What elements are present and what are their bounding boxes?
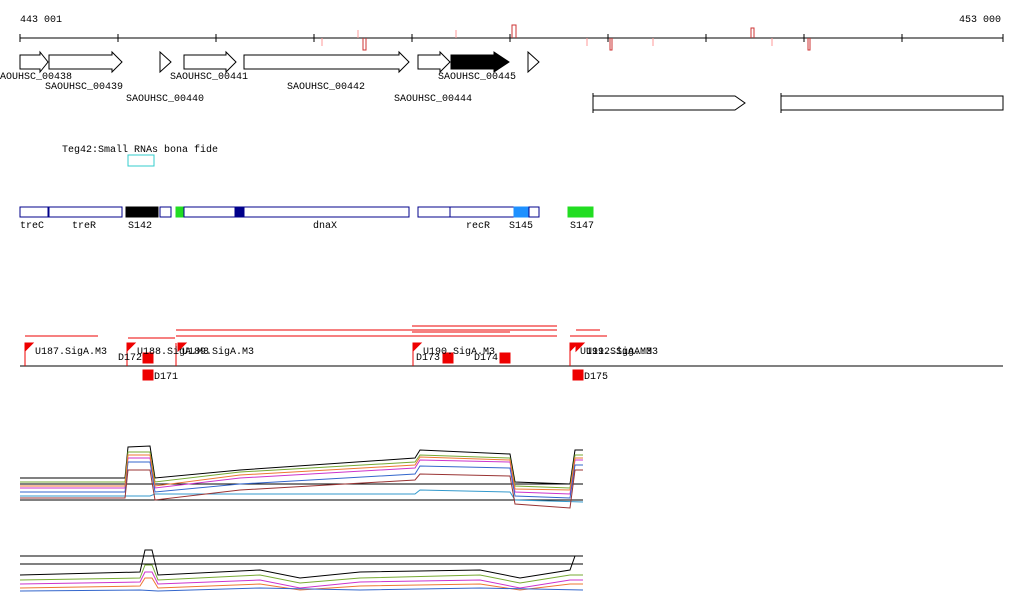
axis-start: 443 001 [20,15,62,26]
feature-boxes [19,206,594,218]
promoter-label: U190.SigA.M3 [423,346,495,358]
promoter-label: D173 [416,353,440,364]
axis-end: 453 000 [959,15,1001,26]
promoter-label: D174 [474,353,498,364]
feature-label: recR [466,221,490,232]
gene-label: SAOUHSC_00440 [126,94,204,105]
promoter-label: D175 [584,372,608,383]
promoter-label: U188.SigA.M3 [137,346,209,358]
promoter-label: D172 [118,353,142,364]
promoter-track [20,325,1003,381]
promoter-label: U189.SigA.M3 [182,346,254,358]
gene-label: SAOUHSC_00445 [438,72,516,83]
srna-label: Teg42:Small RNAs bona fide [62,144,218,156]
feature-label: S145 [509,221,533,232]
promoter-label: U187.SigA.M3 [35,346,107,358]
expression-track [20,445,584,509]
axis-marks [321,24,811,51]
gene-label: SAOUHSC_00444 [394,94,472,105]
gene-label: SAOUHSC_00441 [170,72,248,83]
feature-label: S147 [570,221,594,232]
feature-label: treC [20,221,44,232]
expression-track [19,549,584,592]
promoter-label: U191.SigA.M3 [580,346,652,358]
promoter-label: U192.SigA.M3 [586,346,658,358]
promoter-label: D171 [154,372,178,383]
feature-label: S142 [128,221,152,232]
gene-label: SAOUHSC_00442 [287,82,365,93]
feature-label: dnaX [313,220,337,232]
gene-arrows [19,50,1004,113]
gene-label: SAOUHSC_00439 [45,82,123,93]
srna-box [127,154,155,167]
feature-label: treR [72,221,96,232]
gene-label: AOUHSC_00438 [0,72,72,83]
